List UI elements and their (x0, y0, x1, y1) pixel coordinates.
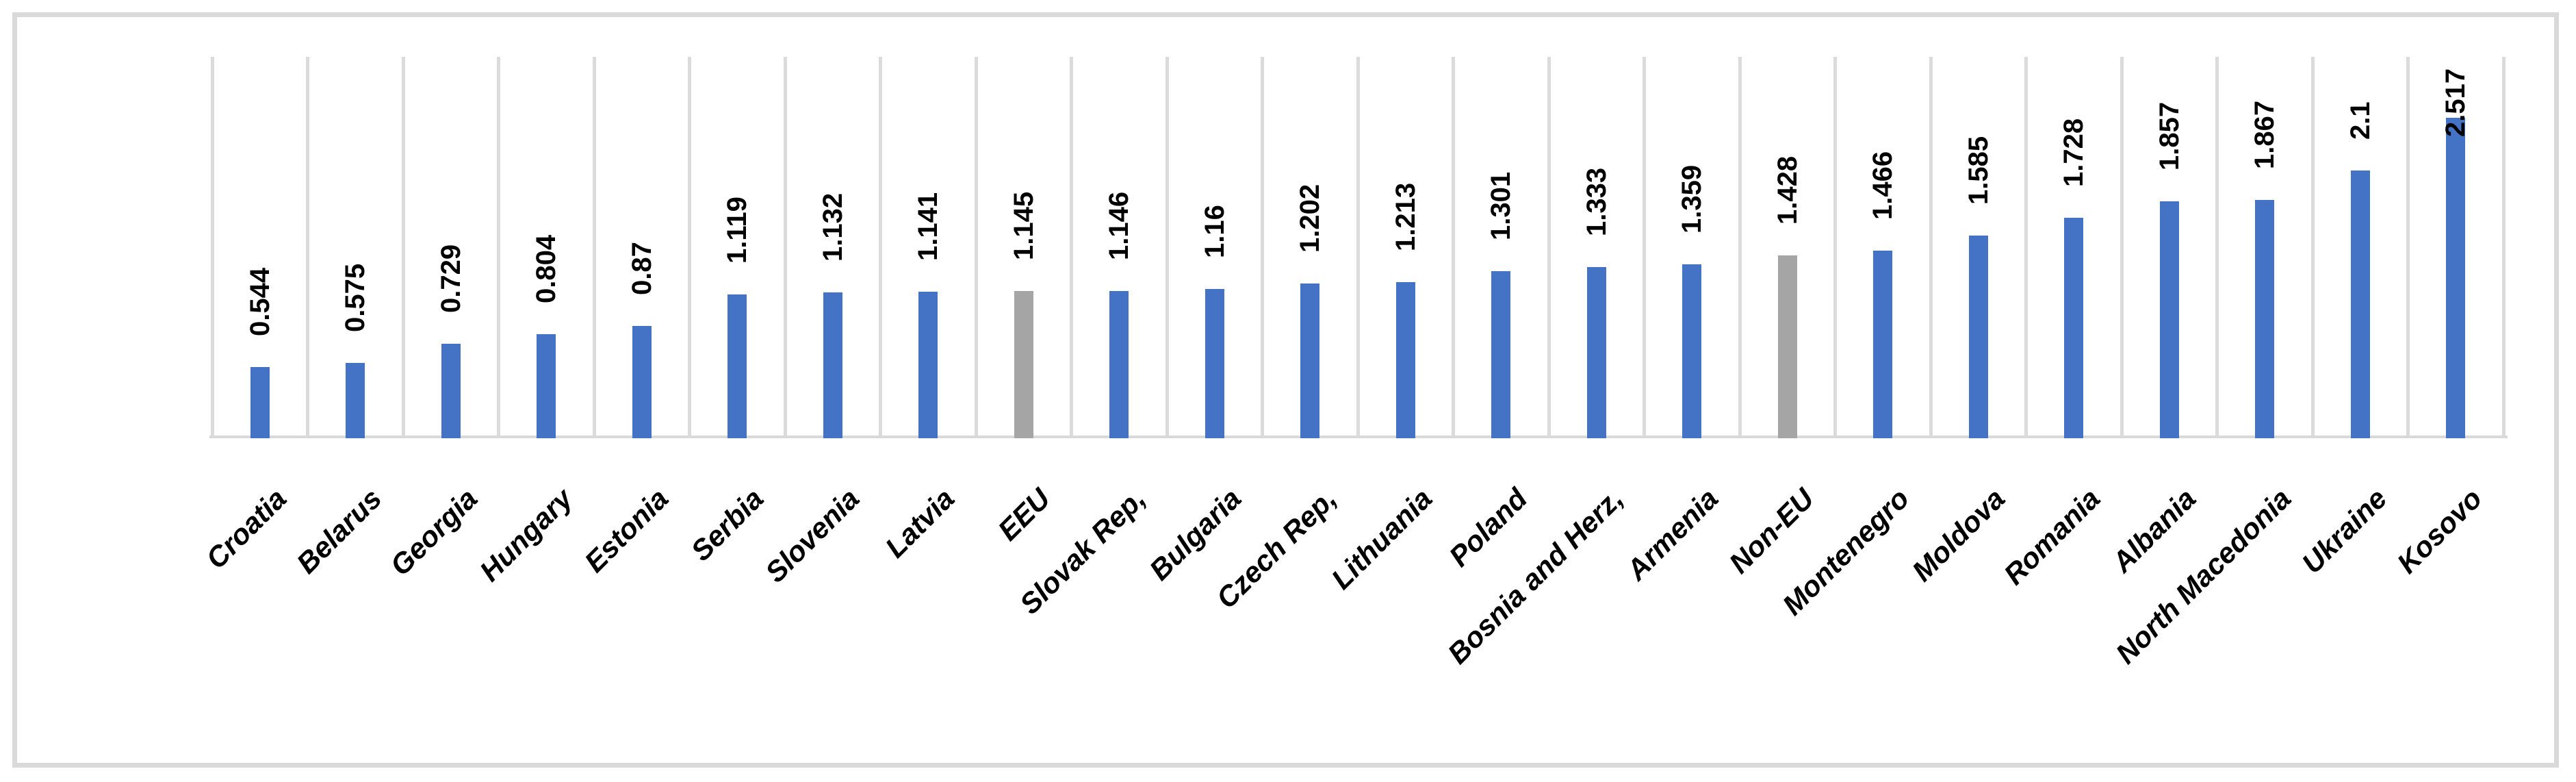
category-separator-gridline (974, 57, 978, 436)
category-separator-gridline (1356, 57, 1360, 436)
value-label-albania: 1.857 (2154, 101, 2185, 171)
category-separator-gridline (1643, 57, 1646, 436)
value-label-slovak-rep: 1.146 (1104, 191, 1135, 260)
category-separator-gridline (1929, 57, 1933, 436)
value-label-romania: 1.728 (2059, 118, 2089, 187)
bar-eeu (1014, 290, 1033, 438)
category-separator-gridline (2406, 57, 2410, 436)
value-label-non-eu: 1.428 (1772, 155, 1803, 225)
category-separator-gridline (1070, 57, 1073, 436)
category-separator-gridline (688, 57, 691, 436)
value-label-serbia: 1.119 (722, 196, 753, 264)
value-label-ukraine: 2.1 (2345, 101, 2375, 140)
bar-ukraine (2350, 170, 2370, 438)
bar-armenia (1682, 264, 1702, 438)
category-separator-gridline (1261, 57, 1264, 436)
bar-latvia (918, 291, 938, 438)
value-label-kosovo: 2.517 (2440, 68, 2471, 137)
bar-non-eu (1777, 255, 1797, 438)
bar-croatia (250, 366, 270, 438)
category-separator-gridline (210, 57, 214, 436)
category-separator-gridline (2215, 57, 2219, 436)
bar-kosovo (2446, 118, 2466, 438)
category-separator-gridline (592, 57, 596, 436)
bar-albania (2159, 201, 2179, 438)
value-label-montenegro: 1.466 (1868, 151, 1898, 220)
value-label-estonia: 0.87 (626, 241, 657, 295)
category-separator-gridline (306, 57, 309, 436)
x-axis-line (209, 436, 2508, 438)
value-label-czech-rep: 1.202 (1295, 184, 1326, 253)
bar-slovak-rep (1109, 290, 1129, 438)
bar-lithuania (1395, 282, 1415, 438)
bar-czech-rep (1300, 283, 1320, 438)
bar-bulgaria (1205, 289, 1224, 438)
value-label-hungary: 0.804 (531, 234, 562, 303)
bar-hungary (537, 333, 556, 438)
bar-north-macedonia (2255, 199, 2275, 438)
value-label-latvia: 1.141 (913, 192, 944, 261)
bar-slovenia (823, 292, 842, 438)
category-separator-gridline (783, 57, 787, 436)
value-label-north-macedonia: 1.867 (2250, 100, 2280, 169)
category-separator-gridline (1547, 57, 1551, 436)
bar-romania (2064, 217, 2084, 438)
bar-moldova (1968, 235, 1988, 438)
category-separator-gridline (879, 57, 882, 436)
value-label-lithuania: 1.213 (1390, 183, 1421, 252)
category-separator-gridline (1452, 57, 1455, 436)
value-label-bosnia-and-herz: 1.333 (1581, 168, 1612, 237)
bar-poland (1491, 271, 1511, 438)
category-separator-gridline (2120, 57, 2124, 436)
value-label-belarus: 0.575 (340, 263, 371, 333)
value-label-poland: 1.301 (1486, 172, 1517, 241)
bar-montenegro (1873, 250, 1893, 438)
category-separator-gridline (1738, 57, 1742, 436)
category-separator-gridline (2501, 57, 2506, 436)
category-separator-gridline (1833, 57, 1837, 436)
bar-belarus (346, 363, 365, 438)
value-label-armenia: 1.359 (1677, 164, 1708, 234)
chart-frame-border (12, 12, 2559, 768)
category-separator-gridline (2024, 57, 2028, 436)
value-label-bulgaria: 1.16 (1199, 205, 1230, 259)
category-separator-gridline (497, 57, 500, 436)
bar-estonia (632, 325, 652, 438)
value-label-georgia: 0.729 (435, 244, 466, 313)
category-separator-gridline (1165, 57, 1169, 436)
value-label-croatia: 0.544 (244, 267, 275, 336)
category-separator-gridline (2310, 57, 2315, 436)
value-label-moldova: 1.585 (1963, 136, 1994, 205)
bar-serbia (727, 294, 747, 438)
bar-georgia (441, 343, 461, 438)
value-label-eeu: 1.145 (1008, 191, 1039, 260)
bar-bosnia-and-herz (1586, 267, 1606, 438)
category-separator-gridline (401, 57, 405, 436)
value-label-slovenia: 1.132 (817, 193, 848, 262)
